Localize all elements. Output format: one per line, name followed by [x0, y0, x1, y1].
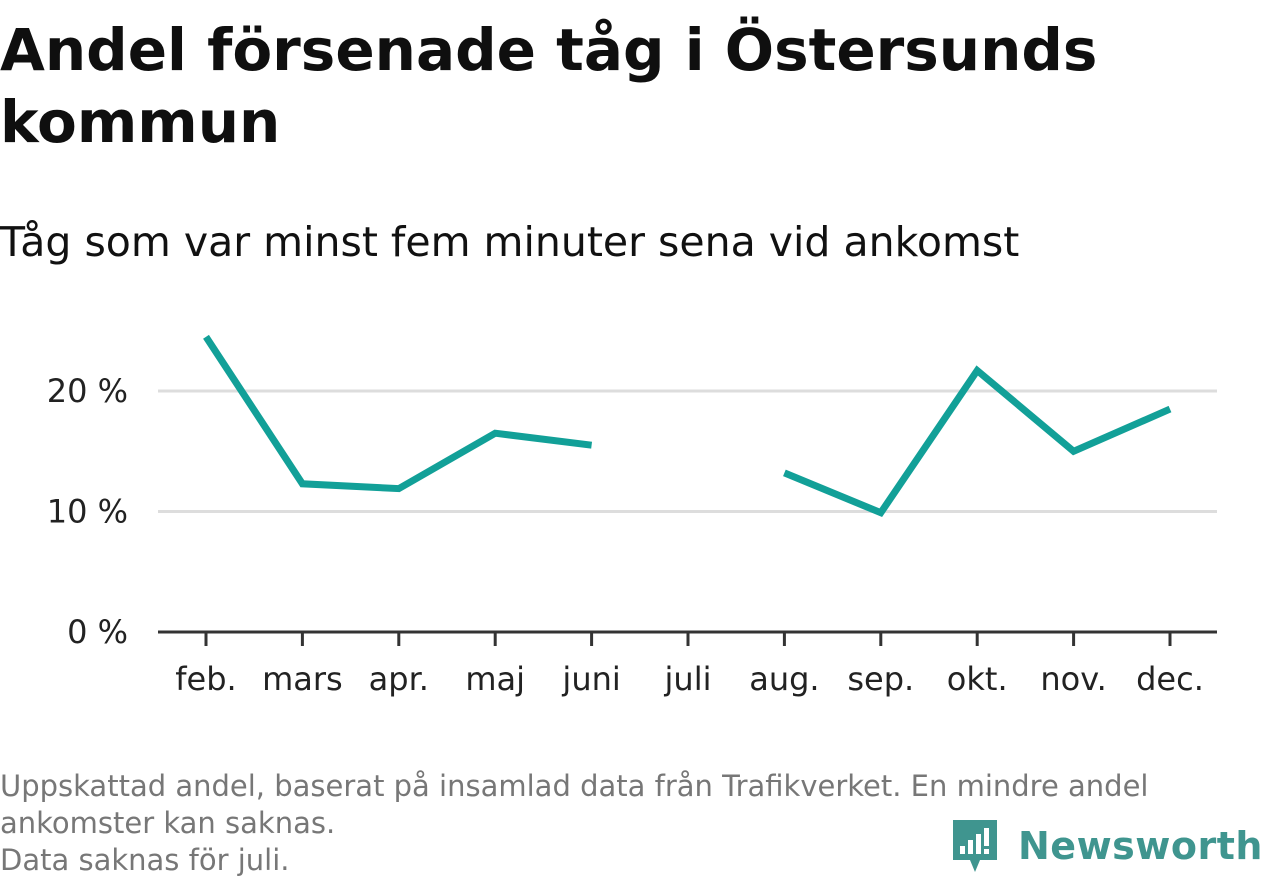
- x-tick-label: apr.: [369, 660, 429, 698]
- series-line: [203, 334, 593, 493]
- line-chart: 0 % 10 % 20 % feb. mars apr. maj juni juli aug. se…: [47, 334, 1217, 698]
- chart-title: Andel försenade tåg i Östersunds kommun: [0, 16, 1098, 156]
- footnote-line: ankomster kan saknas.: [0, 806, 336, 840]
- x-tick-label: juli: [664, 660, 712, 698]
- newsworthy-logo: Newsworthy: [950, 816, 1262, 876]
- footnote: Uppskattad andel, baserat på insamlad da…: [0, 768, 1250, 879]
- y-tick-label: 0 %: [67, 613, 128, 651]
- x-tick-label: feb.: [175, 660, 236, 698]
- x-tick-label: maj: [465, 660, 525, 698]
- x-tick-label: aug.: [749, 660, 819, 698]
- footnote-line: Data saknas för juli.: [0, 843, 290, 877]
- series-line: [783, 365, 1172, 518]
- x-tick-label: sep.: [847, 660, 914, 698]
- x-tick-label: dec.: [1136, 660, 1204, 698]
- x-tick-label: mars: [262, 660, 343, 698]
- x-tick-label: juni: [561, 660, 620, 698]
- chart-subtitle: Tåg som var minst fem minuter sena vid a…: [0, 218, 1020, 266]
- x-tick-label: okt.: [947, 660, 1008, 698]
- bar-chart-speech-bubble-icon: [953, 820, 997, 872]
- x-tick-label: nov.: [1040, 660, 1106, 698]
- y-tick-label: 10 %: [47, 493, 128, 531]
- brand-name: Newsworthy: [1018, 824, 1262, 868]
- y-tick-label: 20 %: [47, 372, 128, 410]
- footnote-line: Uppskattad andel, baserat på insamlad da…: [0, 769, 1149, 803]
